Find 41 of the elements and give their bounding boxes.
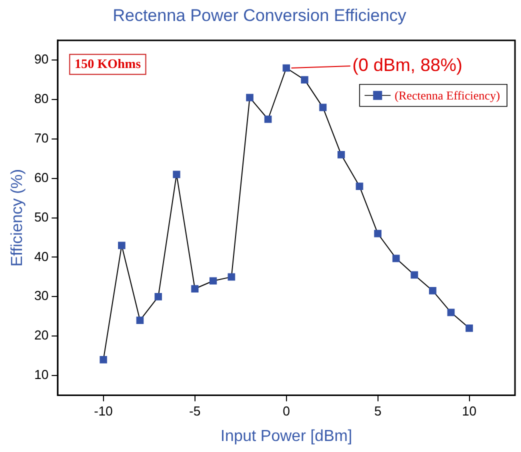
point xyxy=(338,151,345,158)
point xyxy=(154,292,162,300)
point xyxy=(100,356,108,364)
point xyxy=(300,76,308,84)
point xyxy=(246,94,254,102)
x-axis-title: Input Power [dBm] xyxy=(220,428,352,445)
y-tick-label: 40 xyxy=(34,248,49,264)
point xyxy=(191,285,199,292)
point xyxy=(428,287,436,294)
point xyxy=(172,170,180,178)
point xyxy=(118,242,126,250)
point xyxy=(282,64,290,72)
point xyxy=(392,254,400,262)
point xyxy=(356,182,364,190)
annotation: 150 KOhms xyxy=(74,56,141,71)
y-tick-label: 80 xyxy=(34,91,49,106)
x-tick-label: 5 xyxy=(374,404,382,419)
annotation: (0 dBm, 88%) xyxy=(352,54,462,75)
x-tick-label: -10 xyxy=(94,404,113,419)
y-tick-label: 30 xyxy=(34,288,49,304)
x-tick-label: -5 xyxy=(189,404,201,419)
y-tick-label: 70 xyxy=(34,130,49,146)
y-tick-label: 60 xyxy=(34,170,49,185)
y-tick-label: 90 xyxy=(34,52,49,67)
y-axis-title: Efficiency (%) xyxy=(9,169,26,267)
chart-title: Rectenna Power Conversion Efficiency xyxy=(112,6,407,25)
legend-label: (Rectenna Efficiency) xyxy=(394,88,500,103)
point xyxy=(410,271,418,279)
point xyxy=(264,116,272,123)
point xyxy=(374,230,382,238)
point xyxy=(209,277,217,285)
point xyxy=(136,316,144,324)
y-tick-label: 20 xyxy=(34,328,49,343)
x-tick-label: 0 xyxy=(282,404,290,419)
x-tick-label: 10 xyxy=(462,404,476,419)
y-tick-label: 50 xyxy=(34,209,49,224)
point xyxy=(319,104,327,112)
y-tick-label: 10 xyxy=(34,367,49,382)
point xyxy=(466,324,473,332)
point xyxy=(228,273,236,281)
point xyxy=(447,308,455,316)
